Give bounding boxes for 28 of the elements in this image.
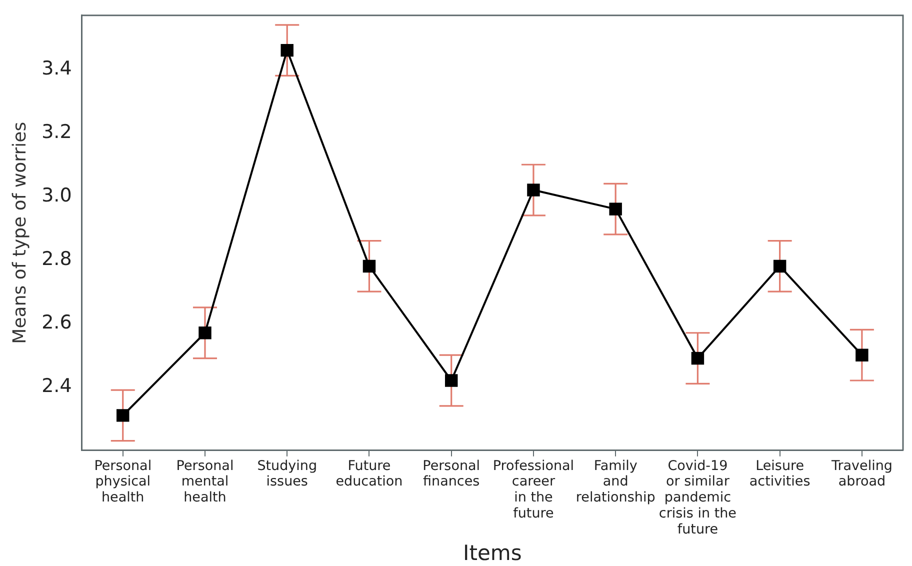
point [116,409,130,422]
x-tick-label: Covid-19 or similar pandemic crisis in the future [658,458,736,538]
x-axis-title: Items [463,540,522,565]
point [691,352,704,365]
y-tick-label: 2.4 [42,374,72,397]
point [609,202,622,216]
y-tick-label: 3.0 [42,184,72,206]
x-tick-label: Studying issues [257,458,318,490]
point [856,348,868,362]
point [198,326,212,340]
y-tick-label: 3.2 [42,120,72,143]
x-tick-label: Traveling abroad [830,458,892,490]
point [527,184,540,196]
y-tick-label: 2.6 [42,311,72,334]
point [362,260,376,273]
point [773,260,786,273]
x-tick-label: Personal mental health [176,458,234,506]
x-tick-label: Future education [336,458,403,490]
y-tick-label: 2.8 [42,248,72,270]
x-tick-label: Personal finances [422,458,480,490]
y-tick-label: 3.4 [42,57,72,80]
point [444,374,458,387]
x-tick-label: Leisure activities [749,458,810,490]
y-axis-title: Means of type of worries [9,122,30,344]
x-tick-label: Personal physical health [94,458,152,506]
x-tick-label: Family and relationship [576,458,656,506]
x-tick-label: Professional career in the future [492,458,574,522]
point [280,44,294,57]
